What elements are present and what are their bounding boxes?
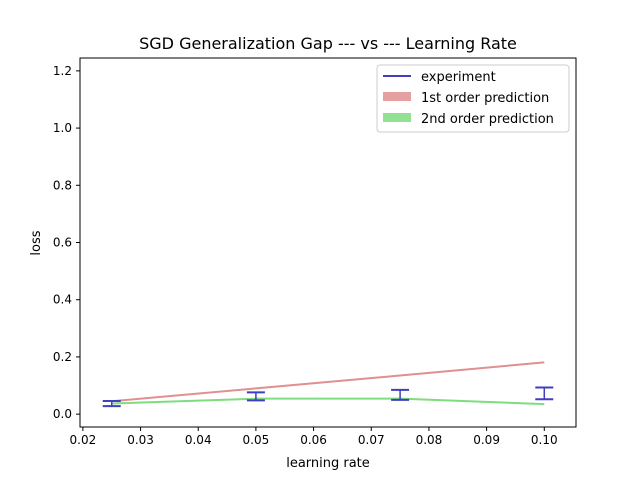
chart-title: SGD Generalization Gap --- vs --- Learni… xyxy=(139,34,517,53)
experiment-errorbar xyxy=(535,386,554,401)
x-axis-ticks: 0.02 0.03 0.04 0.05 0.06 0.07 0.08 0.09 0.10 xyxy=(70,427,558,447)
y-tick-label: 0.8 xyxy=(53,178,72,192)
experiment-errorbar xyxy=(246,391,265,402)
legend-marker-second-order xyxy=(383,113,411,122)
x-tick-label: 0.10 xyxy=(531,433,558,447)
plot-frame xyxy=(79,57,577,428)
legend-label-experiment: experiment xyxy=(421,70,496,85)
x-axis-label: learning rate xyxy=(286,456,370,471)
y-tick-label: 0.0 xyxy=(53,407,72,421)
y-tick-label: 0.2 xyxy=(53,350,72,364)
y-tick-label: 1.2 xyxy=(53,64,72,78)
x-tick-label: 0.04 xyxy=(185,433,212,447)
x-tick-label: 0.02 xyxy=(70,433,97,447)
experiment-errorbar xyxy=(391,388,410,401)
legend-label-second-order: 2nd order prediction xyxy=(421,112,554,127)
y-axis-ticks: 0.0 0.2 0.4 0.6 0.8 1.0 1.2 xyxy=(53,64,80,421)
legend-marker-first-order xyxy=(383,92,411,101)
second-order-prediction-line xyxy=(111,397,545,406)
first-order-prediction-line xyxy=(111,361,545,403)
x-tick-label: 0.08 xyxy=(416,433,443,447)
x-tick-label: 0.05 xyxy=(243,433,270,447)
x-tick-label: 0.06 xyxy=(300,433,327,447)
x-tick-label: 0.09 xyxy=(473,433,500,447)
y-tick-label: 0.6 xyxy=(53,236,72,250)
legend-box xyxy=(376,64,570,133)
x-tick-label: 0.07 xyxy=(358,433,385,447)
x-tick-label: 0.03 xyxy=(127,433,154,447)
y-tick-label: 1.0 xyxy=(53,121,72,135)
experiment-errorbar xyxy=(102,399,121,408)
y-tick-label: 0.4 xyxy=(53,293,72,307)
series-layer xyxy=(102,361,554,408)
legend: experiment 1st order prediction 2nd orde… xyxy=(376,64,570,133)
y-axis-label: loss xyxy=(29,230,44,255)
legend-label-first-order: 1st order prediction xyxy=(421,91,549,106)
